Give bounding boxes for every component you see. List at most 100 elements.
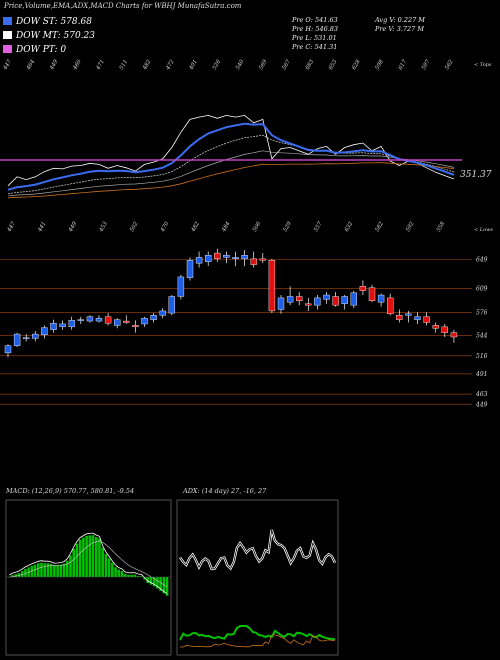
stat-pre-low: Pre L: 531.01 bbox=[292, 34, 337, 42]
legend-dow-mt-label: DOW MT: 570.23 bbox=[16, 31, 95, 41]
tops-tick-label: 464 bbox=[25, 58, 36, 71]
legend-dow-pt-label: DOW PT: 0 bbox=[16, 45, 67, 55]
candle-up bbox=[159, 310, 166, 316]
macd-histogram bbox=[8, 535, 169, 596]
candle-down bbox=[450, 332, 458, 338]
macd-hist-bar bbox=[46, 563, 50, 577]
price-y-tick-label: 649 bbox=[476, 257, 488, 264]
candle-up bbox=[323, 294, 330, 300]
candle-down bbox=[359, 286, 367, 291]
candle-down bbox=[332, 296, 339, 306]
ema-current-value: 351.37 bbox=[460, 170, 492, 180]
tops-tick-label: 491 bbox=[188, 59, 199, 72]
price-panel: 649 609 576 544 516 491 463 449 bbox=[0, 248, 488, 408]
lows-tick-label: 529 bbox=[283, 220, 294, 233]
candle-up bbox=[41, 327, 48, 336]
ema-long-line bbox=[7, 162, 454, 199]
tops-axis-label: < Tops bbox=[474, 62, 492, 68]
macd-hist-bar bbox=[114, 567, 117, 577]
price-grid bbox=[0, 259, 472, 405]
candle-down bbox=[387, 297, 394, 315]
macd-hist-bar bbox=[165, 577, 169, 596]
lows-tick-label: 558 bbox=[436, 220, 447, 233]
stat-pre-open: Pre O: 541.63 bbox=[292, 16, 338, 24]
macd-hist-bar bbox=[72, 548, 75, 577]
macd-hist-bar bbox=[62, 563, 66, 577]
candle-up bbox=[150, 315, 157, 320]
price-y-tick-label: 609 bbox=[476, 286, 488, 293]
di-plus-line bbox=[179, 625, 336, 641]
macd-frame bbox=[5, 499, 172, 656]
tops-tick-label: 449 bbox=[49, 58, 60, 71]
price-y-tick-label: 449 bbox=[475, 401, 488, 408]
lows-tick-label: 441 bbox=[37, 221, 48, 234]
legend-swatch-icon bbox=[3, 17, 12, 25]
adx-frame bbox=[176, 499, 339, 656]
candle-down bbox=[123, 320, 130, 323]
macd-hist-bar bbox=[136, 576, 140, 577]
macd-panel: MACD: (12,26,9) 570.77, 580.81, -9.54 bbox=[5, 487, 172, 656]
tops-tick-label: 617 bbox=[398, 58, 409, 71]
lows-tick-label: 557 bbox=[313, 220, 324, 233]
legend-swatch-icon bbox=[3, 45, 12, 53]
candle-up bbox=[32, 333, 39, 339]
macd-hist-bar bbox=[75, 543, 79, 577]
adx-panel: ADX: (14 day) 27, -16, 27 bbox=[176, 487, 339, 656]
candle-down bbox=[104, 316, 112, 324]
macd-hist-bar bbox=[107, 558, 111, 577]
candle-up bbox=[341, 296, 348, 304]
macd-hist-bar bbox=[40, 562, 43, 577]
candle-up bbox=[186, 260, 194, 278]
macd-hist-bar bbox=[88, 535, 92, 577]
macd-hist-bar bbox=[11, 575, 14, 577]
candle-up bbox=[23, 337, 30, 339]
candle-up bbox=[68, 320, 75, 328]
candle-down bbox=[305, 303, 312, 306]
candle-up bbox=[95, 317, 103, 322]
stat-pre-high: Pre H: 546.83 bbox=[292, 25, 339, 33]
tops-tick-label: 471 bbox=[95, 59, 106, 72]
macd-hist-bar bbox=[85, 535, 88, 577]
tops-tick-label: 567 bbox=[282, 58, 293, 71]
tops-tick-label: 683 bbox=[305, 58, 316, 71]
candle-down bbox=[432, 325, 439, 329]
tops-tick-label: 653 bbox=[328, 58, 339, 71]
macd-hist-bar bbox=[152, 577, 156, 587]
ema-lt-line bbox=[7, 150, 454, 197]
macd-hist-bar bbox=[101, 548, 104, 577]
candle-up bbox=[277, 297, 285, 310]
tops-tick-label: 569 bbox=[258, 58, 269, 71]
ema-st-line bbox=[7, 122, 455, 191]
macd-hist-bar bbox=[120, 571, 124, 577]
candle-up bbox=[314, 297, 321, 306]
candle-down bbox=[259, 258, 266, 261]
stat-avg-volume: Avg V: 0.227 M bbox=[375, 16, 425, 24]
lows-tick-label: 470 bbox=[159, 220, 170, 233]
ema-mt-line bbox=[7, 134, 455, 195]
macd-hist-bar bbox=[30, 565, 34, 577]
candle-down bbox=[268, 260, 276, 312]
lows-labels: 447 441 449 453 502 470 482 484 506 529 557 632 582 5… bbox=[6, 220, 447, 233]
macd-hist-bar bbox=[24, 568, 27, 577]
macd-hist-bar bbox=[56, 565, 59, 577]
lows-tick-label: 502 bbox=[129, 220, 140, 233]
price-y-tick-label: 491 bbox=[475, 371, 487, 378]
lows-tick-label: 592 bbox=[405, 220, 416, 233]
lows-tick-label: 447 bbox=[6, 220, 17, 233]
candle-up bbox=[86, 316, 94, 322]
candle-up bbox=[232, 257, 239, 260]
lows-tick-label: 482 bbox=[190, 220, 201, 233]
tops-tick-label: 628 bbox=[351, 58, 362, 71]
lows-tick-label: 632 bbox=[344, 220, 355, 233]
macd-hist-bar bbox=[159, 577, 162, 591]
lows-tick-label: 453 bbox=[98, 220, 109, 233]
macd-hist-bar bbox=[98, 538, 101, 577]
tops-labels: 447 464 449 460 471 511 482 472 491 526 540 569 567 6… bbox=[2, 58, 455, 71]
candle-down bbox=[396, 315, 403, 320]
price-y-tick-label: 544 bbox=[476, 333, 488, 340]
tops-tick-label: 598 bbox=[375, 58, 386, 71]
legend-swatch-icon bbox=[3, 31, 12, 39]
macd-hist-bar bbox=[91, 535, 95, 577]
adx-line-inner bbox=[179, 529, 336, 570]
candle-up bbox=[405, 313, 412, 316]
